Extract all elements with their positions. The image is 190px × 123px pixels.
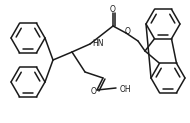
Text: O: O <box>91 87 97 97</box>
Text: O: O <box>110 6 116 15</box>
Text: HN: HN <box>92 38 104 47</box>
Text: O: O <box>125 26 131 36</box>
Text: OH: OH <box>120 85 132 93</box>
